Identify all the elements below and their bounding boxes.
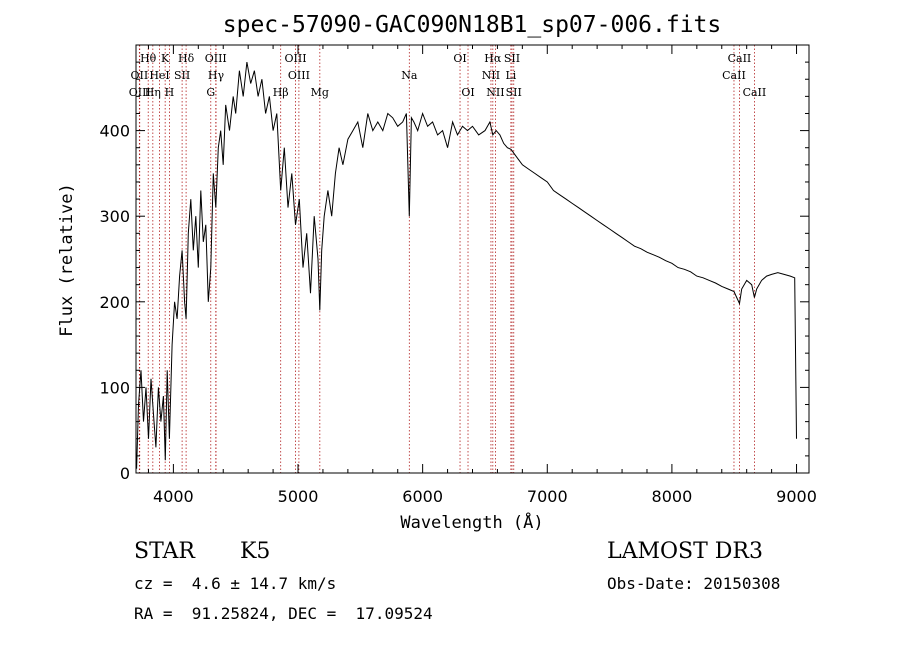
- spectral-line-label: OIII: [284, 52, 306, 65]
- spectral-line-label: SII: [174, 69, 190, 82]
- spectral-line-label: OIII: [205, 52, 227, 65]
- spectral-line-label: Hη: [145, 86, 161, 99]
- spectral-line-label: NII: [486, 86, 504, 99]
- spectral-line-label: K: [161, 52, 170, 65]
- spectral-line-label: Na: [401, 69, 418, 82]
- spectral-line-label: CaII: [743, 86, 767, 99]
- x-tick-label: 5000: [278, 487, 319, 506]
- y-tick-label: 300: [99, 207, 130, 226]
- spectral-line-label: SII: [504, 52, 520, 65]
- x-tick-label: 6000: [402, 487, 443, 506]
- spectral-line-label: CaII: [722, 69, 746, 82]
- spectral-line-label: CaII: [728, 52, 752, 65]
- observation-date: Obs-Date: 20150308: [607, 574, 781, 593]
- y-tick-label: 100: [99, 378, 130, 397]
- spectral-line-label: HeI: [149, 69, 169, 82]
- spectral-line-label: Li: [505, 69, 516, 82]
- x-tick-label: 4000: [153, 487, 194, 506]
- spectral-line-label: Hγ: [208, 69, 225, 82]
- y-axis-label: Flux (relative): [57, 183, 77, 337]
- spectral-line-label: SII: [506, 86, 522, 99]
- redshift-value: cz = 4.6 ± 14.7 km/s: [134, 574, 337, 593]
- object-class: STAR: [134, 539, 195, 564]
- spectral-line-labels: HθOIIOIIIHηHeIKHSIIHδGOIIIHγHβOIIIOIIIMg…: [129, 52, 767, 99]
- spectral-line-label: H: [165, 86, 175, 99]
- spectral-line-label: OI: [461, 86, 474, 99]
- x-tick-label: 7000: [527, 487, 568, 506]
- x-tick-label: 8000: [652, 487, 693, 506]
- chart-title: spec-57090-GAC090N18B1_sp07-006.fits: [223, 12, 722, 38]
- spectral-line-label: OIII: [129, 86, 151, 99]
- coordinates: RA = 91.25824, DEC = 17.09524: [134, 604, 433, 623]
- spectral-line-label: Hβ: [273, 86, 289, 99]
- spectral-line-label: Hθ: [140, 52, 157, 65]
- object-subclass: K5: [240, 539, 271, 564]
- spectral-line-label: NII: [482, 69, 500, 82]
- survey-name: LAMOST DR3: [607, 539, 763, 564]
- spectral-line-label: OI: [453, 52, 466, 65]
- y-tick-label: 0: [120, 464, 130, 483]
- y-tick-label: 400: [99, 122, 130, 141]
- spectral-line-label: G: [206, 86, 215, 99]
- spectral-line-label: Hα: [484, 52, 502, 65]
- spectral-line-label: Hδ: [178, 52, 195, 65]
- spectrum-line: [136, 62, 797, 469]
- y-axis-ticks: 0 100 200 300 400: [99, 61, 809, 483]
- plot-frame: [135, 44, 810, 474]
- spectral-line-label: OIII: [288, 69, 310, 82]
- x-axis-ticks: 4000 5000 6000 7000 8000 9000: [147, 45, 817, 506]
- x-axis-label: Wavelength (Å): [400, 511, 543, 533]
- spectral-line-label: Mg: [311, 86, 329, 99]
- y-tick-label: 200: [99, 293, 130, 312]
- x-tick-label: 9000: [776, 487, 817, 506]
- spectral-line-label: OII: [131, 69, 149, 82]
